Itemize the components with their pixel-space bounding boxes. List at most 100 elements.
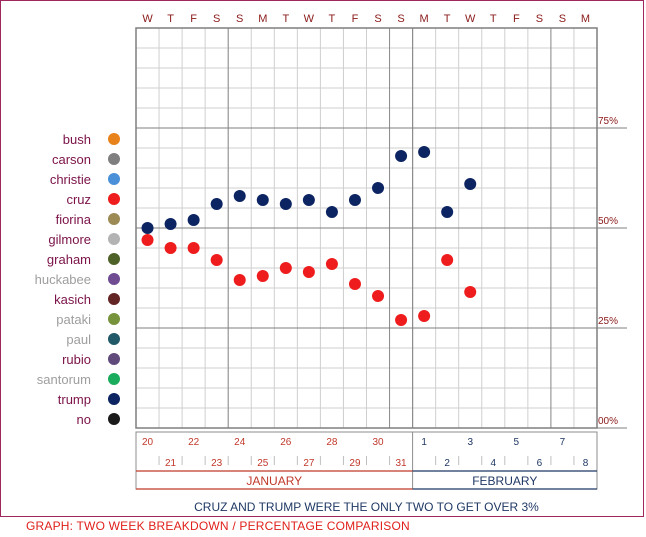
weekday-label: W [304,13,315,25]
legend-swatch [108,213,120,225]
weekday-label: M [258,13,267,25]
legend-swatch [108,293,120,305]
trump-point [464,178,477,190]
day-number: 22 [188,437,200,448]
legend-swatch [108,353,120,365]
legend-swatch [108,193,120,205]
weekday-label: W [465,13,476,25]
trump-point [279,198,292,210]
legend-swatch [108,253,120,265]
weekday-label: F [190,13,197,25]
month-label-january: JANUARY [246,474,302,488]
legend-swatch [108,373,120,385]
day-number: 3 [467,437,473,448]
legend-label: graham [47,252,91,267]
y-tick-label: 25% [598,316,618,327]
weekday-label: S [397,13,404,25]
legend: bush carson christie cruz fiorina gilmore grah… [35,132,120,427]
legend-swatch [108,413,120,425]
y-tick-label: 75% [598,116,618,127]
cruz-point [395,314,408,326]
day-number: 20 [142,437,154,448]
cruz-point [325,258,338,270]
chart-caption: GRAPH: TWO WEEK BREAKDOWN / PERCENTAGE C… [26,519,410,533]
legend-label: trump [58,392,91,407]
chart-subtitle: CRUZ AND TRUMP WERE THE ONLY TWO TO GET … [194,500,539,514]
legend-label: santorum [37,372,91,387]
day-number: 29 [349,458,361,469]
cruz-point [164,242,177,254]
legend-swatch [108,133,120,145]
weekday-label: T [329,13,336,25]
day-number: 6 [537,458,543,469]
trump-point [210,198,223,210]
day-number: 30 [372,437,384,448]
y-tick-label: 50% [598,216,618,227]
day-number: 25 [257,458,269,469]
weekday-label: T [444,13,451,25]
legend-label: no [77,412,91,427]
trump-point [348,194,361,206]
trump-point [302,194,315,206]
legend-swatch [108,393,120,405]
day-number: 27 [303,458,315,469]
legend-swatch [108,313,120,325]
plot-border [135,27,598,429]
legend-label: pataki [56,312,91,327]
axis-labels: W T F S S M T W T F S S M T W T F S S M 75% 50% 25% 00% [142,13,618,427]
legend-label: bush [63,132,91,147]
weekday-label: F [352,13,359,25]
day-number: 24 [234,437,246,448]
weekday-label: W [142,13,153,25]
day-number: 31 [396,458,408,469]
legend-swatch [108,233,120,245]
day-number: 5 [514,437,520,448]
day-number: 28 [326,437,338,448]
chart-frame [0,0,644,517]
cruz-point [464,286,477,298]
weekday-label: T [167,13,174,25]
cruz-point [187,242,200,254]
trump-point [325,206,338,218]
day-number: 21 [165,458,177,469]
trump-point [187,214,200,226]
legend-label: fiorina [56,212,92,227]
legend-label: rubio [62,352,91,367]
cruz-point [372,290,385,302]
trump-point [141,222,154,234]
weekday-label: S [213,13,220,25]
month-label-february: FEBRUARY [472,474,537,488]
legend-label: paul [66,332,91,347]
cruz-point [256,270,269,282]
weekday-label: S [236,13,243,25]
day-number: 7 [560,437,566,448]
weekday-label: F [513,13,520,25]
cruz-point [279,262,292,274]
y-tick-label: 00% [598,416,618,427]
trump-point [418,146,431,158]
trump-point [372,182,385,194]
grid [135,27,627,429]
weekday-label: T [282,13,289,25]
trump-point [395,150,408,162]
day-number: 1 [421,437,427,448]
cruz-point [141,234,154,246]
weekday-label: S [559,13,566,25]
day-number: 2 [444,458,450,469]
trump-point [256,194,269,206]
cruz-point [233,274,246,286]
trump-point [441,206,454,218]
weekday-label: M [581,13,590,25]
day-number: 4 [490,458,496,469]
legend-label: carson [52,152,91,167]
weekday-label: S [374,13,381,25]
weekday-label: T [490,13,497,25]
cruz-point [210,254,223,266]
day-number: 26 [280,437,292,448]
legend-swatch [108,173,120,185]
trump-point [164,218,177,230]
legend-label: huckabee [35,272,91,287]
trump-point [233,190,246,202]
